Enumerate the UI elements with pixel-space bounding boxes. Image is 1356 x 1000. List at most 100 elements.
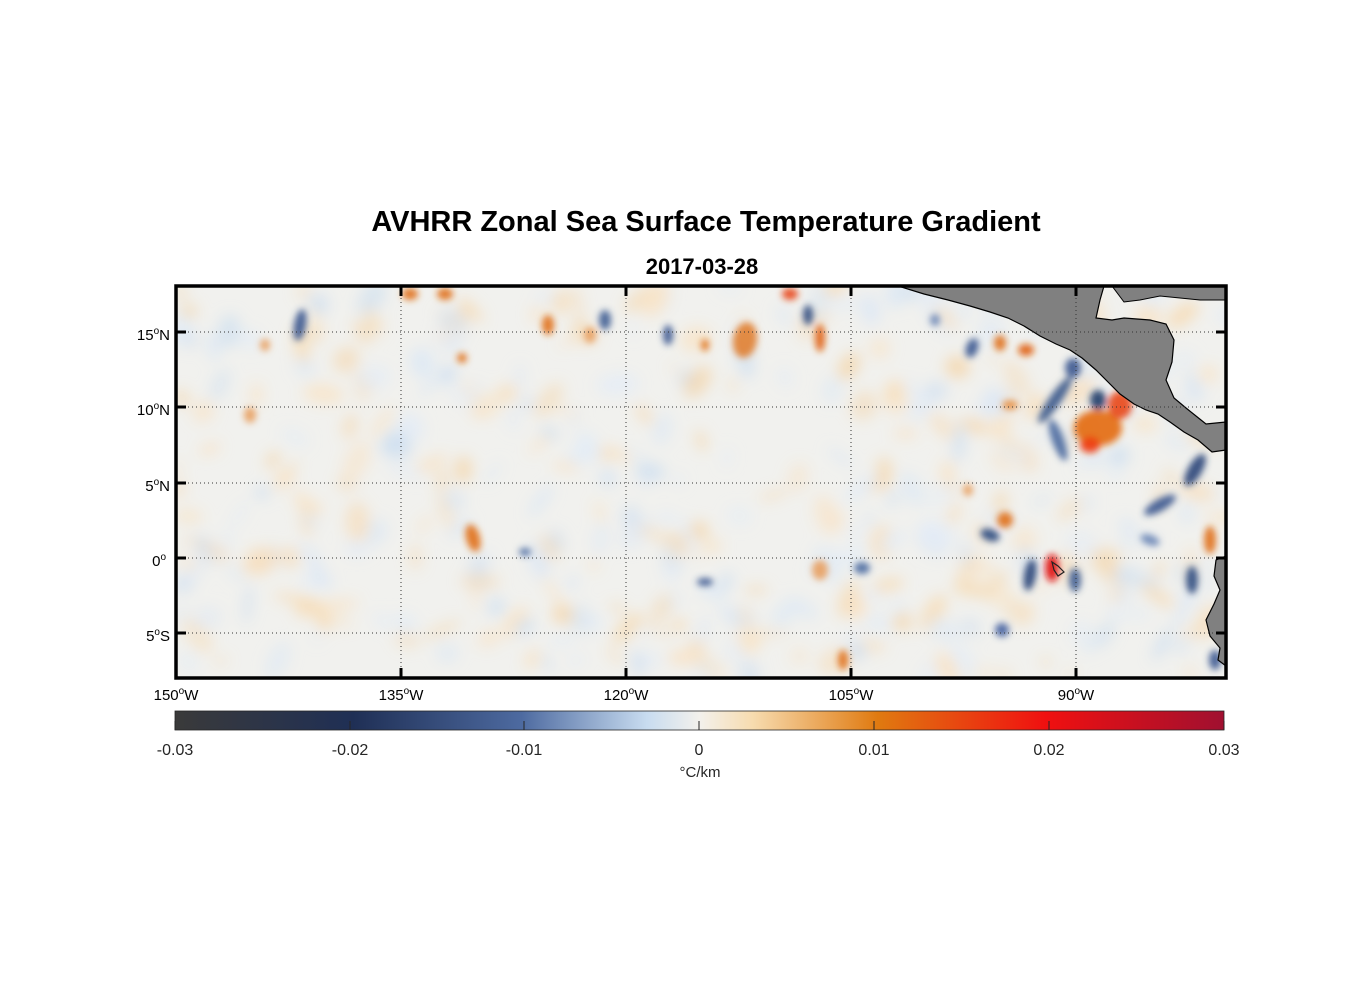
- gradient-texture-blob: [949, 483, 961, 495]
- gradient-texture-blob: [1032, 581, 1049, 591]
- gradient-texture-blob: [519, 395, 534, 412]
- gradient-texture-blob: [865, 588, 883, 603]
- gradient-texture-blob: [1074, 451, 1107, 470]
- gradient-texture-blob: [497, 383, 517, 403]
- gradient-feature: [542, 315, 554, 335]
- gradient-texture-blob: [366, 519, 387, 546]
- gradient-texture-blob: [596, 474, 616, 483]
- gradient-texture-blob: [527, 541, 550, 580]
- gradient-texture-blob: [860, 294, 881, 326]
- gradient-texture-blob: [316, 608, 353, 628]
- gradient-texture-blob: [845, 523, 871, 537]
- gradient-texture-blob: [917, 520, 954, 546]
- gradient-texture-blob: [530, 306, 546, 323]
- gradient-texture-blob: [890, 598, 906, 615]
- gradient-texture-blob: [837, 579, 860, 618]
- gradient-texture-blob: [737, 316, 749, 324]
- gradient-texture-blob: [657, 512, 676, 524]
- gradient-texture-blob: [722, 447, 733, 469]
- lon-label-105w: 105oW: [829, 686, 875, 704]
- gradient-texture-blob: [209, 368, 231, 402]
- gradient-texture-blob: [596, 373, 639, 396]
- gradient-texture-blob: [999, 668, 1011, 678]
- gradient-texture-blob: [1196, 602, 1217, 624]
- cb-label-p001: 0.01: [858, 742, 889, 759]
- gradient-feature: [1209, 650, 1221, 670]
- gradient-texture-blob: [724, 639, 746, 664]
- gradient-texture-blob: [300, 574, 320, 594]
- gradient-texture-blob: [822, 375, 843, 404]
- gradient-texture-blob: [594, 500, 605, 523]
- gradient-feature: [1065, 358, 1081, 378]
- gradient-texture-blob: [828, 550, 849, 563]
- gradient-texture-blob: [180, 305, 198, 319]
- gradient-texture-blob: [893, 428, 918, 439]
- gradient-texture-blob: [940, 460, 955, 487]
- gradient-texture-blob: [632, 626, 653, 635]
- gradient-texture-blob: [960, 618, 981, 636]
- gradient-texture-blob: [206, 331, 221, 361]
- gradient-texture-blob: [688, 638, 704, 652]
- gradient-texture-blob: [342, 413, 358, 439]
- gradient-texture-blob: [872, 577, 904, 592]
- gradient-texture-blob: [386, 462, 425, 479]
- gradient-texture-blob: [961, 540, 970, 567]
- gradient-texture-blob: [689, 521, 709, 540]
- gradient-feature: [1074, 410, 1122, 446]
- gradient-texture-blob: [194, 536, 215, 564]
- gradient-feature: [963, 484, 973, 496]
- gradient-texture-blob: [529, 433, 552, 454]
- gradient-feature: [1184, 454, 1206, 486]
- gradient-texture-blob: [414, 454, 448, 474]
- gradient-texture-blob: [345, 501, 371, 543]
- gradient-feature: [260, 339, 270, 351]
- gradient-texture-blob: [254, 486, 270, 500]
- gradient-texture-blob: [192, 606, 222, 630]
- gradient-texture-blob: [393, 613, 417, 634]
- gradient-texture-blob: [566, 445, 602, 465]
- gradient-texture-blob: [357, 286, 387, 317]
- gradient-texture-blob: [695, 430, 707, 452]
- gradient-texture-blob: [373, 613, 393, 629]
- gradient-feature: [980, 528, 1000, 542]
- gradient-texture-blob: [1172, 637, 1189, 654]
- gradient-texture-blob: [1131, 419, 1152, 433]
- gradient-texture-blob: [458, 297, 484, 323]
- gradient-texture-blob: [437, 491, 454, 531]
- latitude-labels: 15oN 10oN 5oN 0o 5oS: [137, 326, 170, 645]
- gradient-texture-blob: [1056, 497, 1084, 521]
- gradient-texture-blob: [294, 358, 316, 377]
- gradient-feature: [701, 339, 709, 351]
- gradient-texture-blob: [436, 643, 459, 663]
- gradient-texture-blob: [671, 473, 685, 486]
- gradient-texture-blob: [265, 642, 291, 678]
- lat-label-5n: 5oN: [145, 477, 170, 495]
- gradient-texture-blob: [599, 449, 612, 461]
- gradient-texture-blob: [281, 547, 300, 568]
- gradient-texture-blob: [1172, 601, 1190, 630]
- lon-label-90w: 90oW: [1058, 686, 1095, 704]
- gradient-texture-blob: [635, 404, 654, 425]
- gradient-texture-blob: [650, 594, 674, 623]
- gradient-texture-blob: [890, 616, 912, 632]
- gradient-feature: [812, 560, 828, 580]
- gradient-texture-blob: [771, 596, 803, 627]
- gradient-texture-blob: [460, 573, 500, 591]
- gradient-texture-blob: [308, 565, 333, 589]
- gradient-texture-blob: [342, 441, 371, 481]
- gradient-texture-blob: [218, 314, 241, 349]
- gradient-texture-blob: [953, 301, 972, 321]
- gradient-texture-blob: [844, 473, 879, 502]
- gradient-texture-blob: [683, 365, 712, 398]
- gradient-texture-blob: [865, 616, 882, 627]
- gradient-texture-blob: [814, 495, 838, 535]
- gradient-texture-blob: [1104, 562, 1118, 585]
- gradient-texture-blob: [847, 642, 866, 660]
- colorbar-labels: -0.03 -0.02 -0.01 0 0.01 0.02 0.03: [157, 742, 1240, 759]
- gradient-texture-blob: [438, 307, 468, 335]
- gradient-texture-blob: [1130, 610, 1149, 620]
- gradient-feature: [1023, 559, 1037, 591]
- gradient-texture-blob: [671, 619, 687, 632]
- gradient-texture-blob: [1032, 495, 1052, 506]
- gradient-texture-blob: [614, 449, 627, 458]
